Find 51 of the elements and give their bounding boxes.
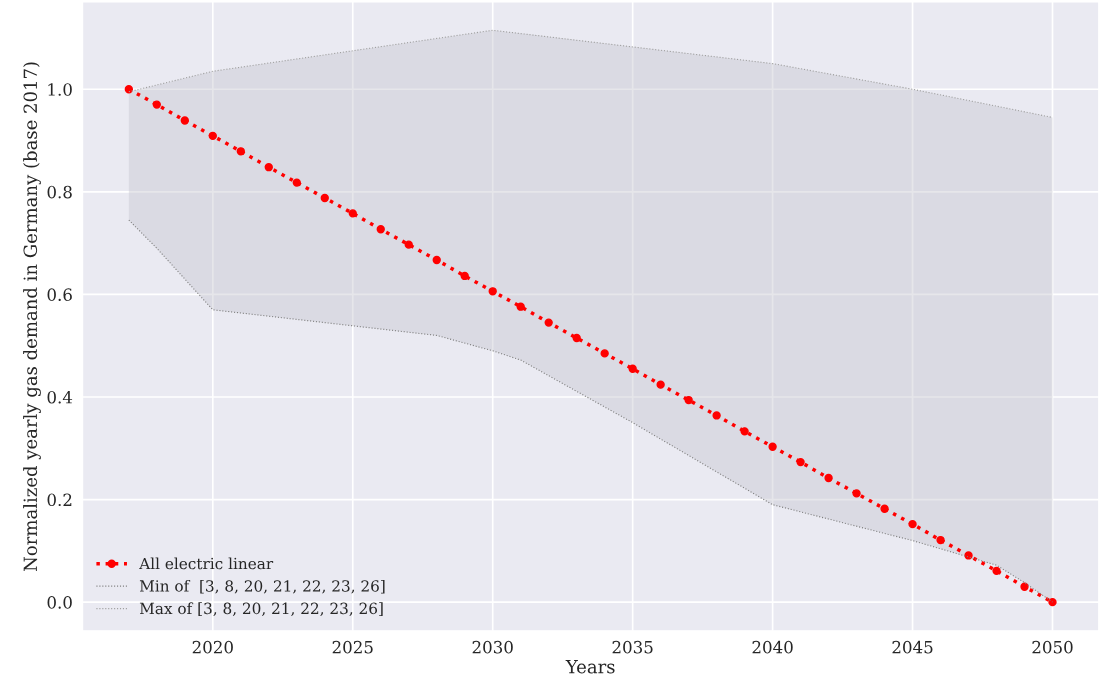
point xyxy=(600,349,609,358)
x-tick-label: 2035 xyxy=(612,640,653,654)
x-tick-label: 2045 xyxy=(892,640,933,654)
point xyxy=(292,178,301,187)
point xyxy=(908,520,917,529)
x-tick-label: 2040 xyxy=(752,640,793,654)
point xyxy=(208,131,217,141)
point xyxy=(544,318,553,327)
y-axis-title: Normalized yearly gas demand in Germany (base 2017) xyxy=(23,62,41,572)
point xyxy=(992,566,1001,576)
point xyxy=(488,287,497,296)
point xyxy=(712,411,721,420)
point xyxy=(572,333,581,343)
point xyxy=(824,473,833,483)
y-tick-label: 0.8 xyxy=(47,185,72,199)
point xyxy=(432,255,441,265)
point xyxy=(460,271,469,281)
point xyxy=(320,193,329,203)
x-tick-label: 2050 xyxy=(1032,640,1073,654)
legend-label: Min of [3, 8, 20, 21, 22, 23, 26] xyxy=(139,579,385,594)
x-tick-label: 2020 xyxy=(192,640,233,654)
point xyxy=(1020,582,1029,591)
point xyxy=(1048,597,1057,607)
point xyxy=(684,395,693,405)
x-axis-title: Years xyxy=(565,660,615,674)
legend-label: Max of [3, 8, 20, 21, 22, 23, 26] xyxy=(139,602,383,616)
point xyxy=(880,504,889,513)
point xyxy=(516,302,525,311)
point xyxy=(796,457,805,467)
point xyxy=(768,442,777,451)
y-tick-label: 0.4 xyxy=(47,390,73,404)
point xyxy=(152,100,161,109)
y-tick-label: 0.6 xyxy=(47,288,72,301)
point xyxy=(404,240,413,249)
y-tick-label: 0.0 xyxy=(47,596,72,609)
point xyxy=(628,364,637,373)
point xyxy=(376,225,385,234)
point xyxy=(936,535,945,545)
y-tick-label: 1.0 xyxy=(48,83,72,96)
point xyxy=(124,85,134,94)
point xyxy=(348,209,357,218)
point xyxy=(236,147,245,156)
point xyxy=(264,163,273,172)
legend-label: All electric linear xyxy=(139,557,274,570)
point xyxy=(656,380,665,389)
y-tick-label: 0.2 xyxy=(47,493,72,507)
point xyxy=(180,116,189,125)
x-tick-label: 2030 xyxy=(472,640,513,654)
point xyxy=(852,489,861,498)
x-tick-label: 2025 xyxy=(332,640,373,654)
point xyxy=(740,427,749,436)
